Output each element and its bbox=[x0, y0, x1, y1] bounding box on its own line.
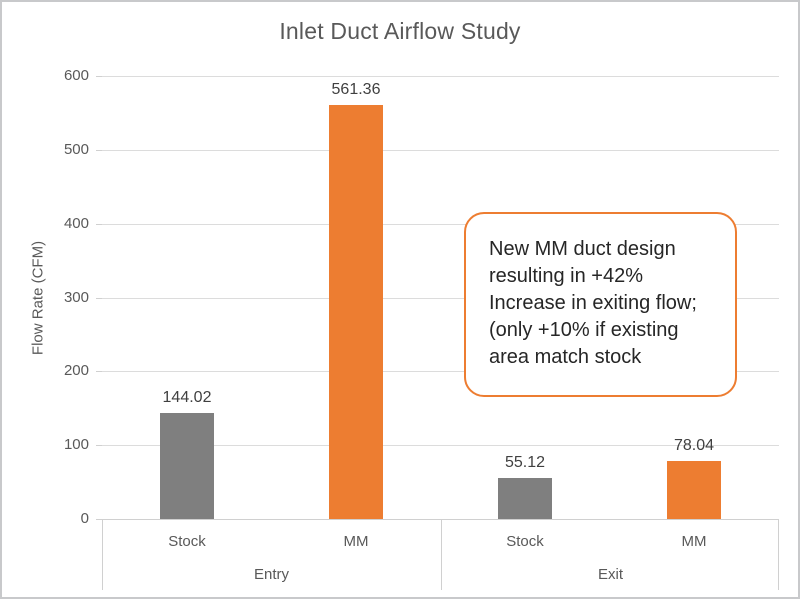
annotation-line: (only +10% if existing bbox=[489, 319, 679, 341]
gridline bbox=[102, 150, 779, 151]
y-tick-label: 100 bbox=[63, 436, 89, 453]
bar-entry-mm bbox=[329, 105, 383, 519]
bar-exit-mm bbox=[667, 461, 721, 519]
axis-divider bbox=[102, 520, 103, 590]
x-axis-band: Stock MM Entry Stock MM Exit bbox=[102, 519, 779, 590]
gridline bbox=[102, 445, 779, 446]
gridline bbox=[102, 224, 779, 225]
y-tick-mark bbox=[96, 519, 102, 520]
annotation-line: Increase in exiting flow; bbox=[489, 292, 697, 314]
y-tick-label: 500 bbox=[63, 141, 89, 158]
gridline bbox=[102, 371, 779, 372]
y-tick-mark bbox=[96, 371, 102, 372]
group-label: Exit bbox=[597, 566, 623, 583]
value-label: 78.04 bbox=[673, 437, 715, 454]
y-tick-mark bbox=[96, 224, 102, 225]
value-label: 561.36 bbox=[331, 81, 381, 98]
y-tick-mark bbox=[96, 150, 102, 151]
value-label: 144.02 bbox=[162, 389, 212, 406]
y-tick-mark bbox=[96, 445, 102, 446]
annotation-line: New MM duct design bbox=[489, 238, 676, 260]
annotation-callout: New MM duct design resulting in +42% Inc… bbox=[464, 212, 737, 397]
category-label: MM bbox=[681, 533, 707, 550]
y-axis: 0 100 200 300 400 500 600 bbox=[2, 67, 102, 527]
category-label: Stock bbox=[168, 533, 206, 550]
group-label: Entry bbox=[253, 566, 289, 583]
axis-divider bbox=[441, 520, 442, 590]
annotation-line: resulting in +42% bbox=[489, 265, 643, 287]
value-label: 55.12 bbox=[504, 454, 546, 471]
plot-area: 144.02 561.36 55.12 78.04 bbox=[102, 76, 779, 519]
bar-exit-stock bbox=[498, 478, 552, 519]
axis-divider bbox=[778, 520, 779, 590]
annotation-line: area match stock bbox=[489, 346, 642, 368]
y-tick-mark bbox=[96, 298, 102, 299]
category-label: MM bbox=[343, 533, 369, 550]
y-tick-label: 200 bbox=[63, 362, 89, 379]
gridline bbox=[102, 76, 779, 77]
gridline bbox=[102, 298, 779, 299]
y-tick-mark bbox=[96, 76, 102, 77]
bar-entry-stock bbox=[160, 413, 214, 519]
y-tick-label: 0 bbox=[80, 510, 89, 527]
chart-title: Inlet Duct Airflow Study bbox=[279, 18, 521, 44]
y-tick-label: 400 bbox=[63, 215, 89, 232]
y-tick-label: 600 bbox=[63, 67, 89, 84]
category-label: Stock bbox=[506, 533, 544, 550]
y-tick-label: 300 bbox=[63, 289, 89, 306]
